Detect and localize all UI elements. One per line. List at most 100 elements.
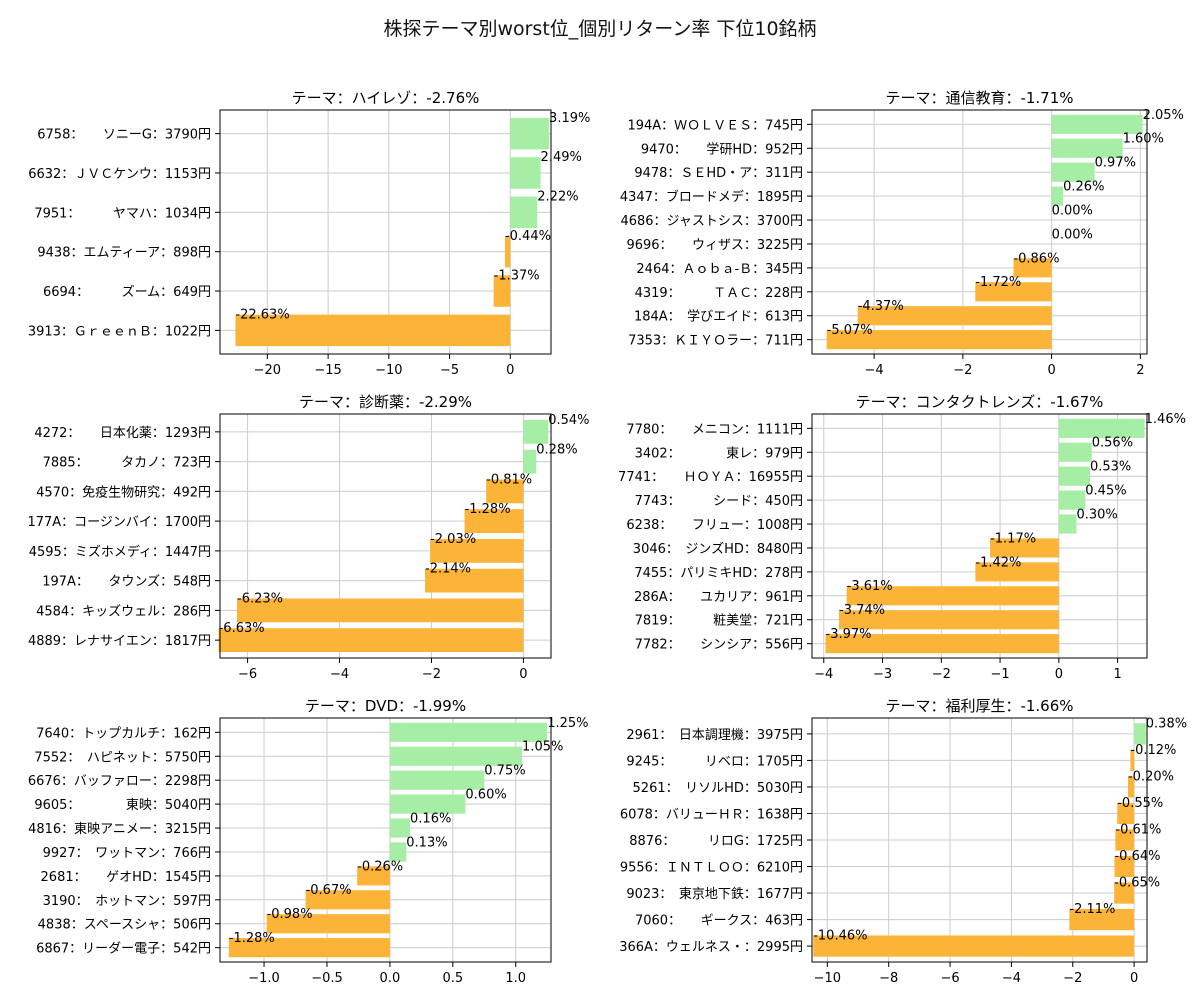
y-tick-label: 4347：ブロードメデ：1895円 bbox=[620, 189, 803, 205]
y-tick-label: 9023： 東京地下鉄：1677円 bbox=[626, 886, 803, 902]
x-tick-label: −6 bbox=[940, 971, 959, 986]
bar bbox=[389, 842, 407, 862]
data-label: 1.46% bbox=[1145, 412, 1186, 427]
data-label: -0.12% bbox=[1130, 743, 1176, 758]
data-label: 3.19% bbox=[549, 111, 590, 126]
y-tick-label: 9438：エムティーア：898円 bbox=[37, 246, 211, 261]
axes-frame bbox=[219, 413, 552, 659]
bar bbox=[389, 770, 485, 790]
bar bbox=[464, 509, 524, 534]
y-tick-label: 2961： 日本調理機：3975円 bbox=[626, 728, 803, 743]
bar bbox=[1058, 442, 1092, 462]
y-tick-label: 9556：ＩＮＴＬＯＯ：6210円 bbox=[620, 861, 803, 876]
bar bbox=[1117, 802, 1135, 825]
x-tick-label: −1.0 bbox=[248, 971, 280, 986]
bar bbox=[1051, 186, 1064, 206]
data-label: -0.65% bbox=[1114, 875, 1160, 890]
x-tick-label: 2 bbox=[1136, 363, 1144, 378]
data-label: -1.37% bbox=[494, 268, 540, 283]
data-label: -3.74% bbox=[839, 603, 885, 618]
x-tick-label: −2 bbox=[932, 667, 951, 682]
y-tick-label: 4319： ＴＡＣ：228円 bbox=[635, 286, 803, 301]
y-tick-label: 6694： ズーム：649円 bbox=[43, 284, 211, 300]
bar bbox=[1058, 490, 1086, 510]
bar bbox=[1069, 908, 1135, 931]
y-tick-label: 3402： 東レ：979円 bbox=[635, 445, 803, 461]
y-tick-label: 4272： 日本化薬：1293円 bbox=[34, 426, 211, 441]
bar bbox=[826, 330, 1052, 350]
bar bbox=[1130, 749, 1135, 772]
data-label: 0.60% bbox=[465, 788, 506, 803]
y-tick-label: 8876： リロG：1725円 bbox=[629, 834, 803, 849]
y-tick-label: 9927： ワットマン：766円 bbox=[43, 846, 211, 861]
bar bbox=[857, 306, 1052, 326]
x-tick-label: −2 bbox=[953, 363, 972, 378]
y-tick-label: 4838：スペースシャ：506円 bbox=[38, 918, 211, 933]
bar bbox=[389, 794, 466, 814]
data-label: -0.67% bbox=[306, 883, 352, 898]
bar bbox=[389, 722, 548, 742]
subplot-6: −10 −8 −6 −4 −2 0 0.38% -0.12% -0.20% -0.55% -0.61… bbox=[619, 697, 1187, 986]
subplot-1: −20 −15 −10 −5 0 3.19% 2.49% 2.22% -0.44% -1.37% -… bbox=[28, 89, 591, 378]
y-tick-label: 194A：ＷＯＬＶＥＳ：745円 bbox=[627, 118, 803, 133]
y-tick-label: 6078：バリューＨＲ：1638円 bbox=[620, 807, 803, 822]
figure-title: 株探テーマ別worst位_個別リターン率 下位10銘柄 bbox=[383, 18, 817, 40]
data-label: -0.86% bbox=[1013, 251, 1059, 266]
data-label: 0.54% bbox=[548, 413, 589, 428]
bar bbox=[825, 634, 1059, 654]
y-tick-label: 9245： リベロ：1705円 bbox=[626, 754, 803, 769]
data-label: 2.05% bbox=[1143, 108, 1184, 123]
subplot-title: テーマ：コンタクトレンズ：-1.67% bbox=[856, 393, 1104, 411]
x-tick-label: −0.5 bbox=[311, 971, 343, 986]
y-tick-label: 9478：ＳＥHD・ア：311円 bbox=[634, 166, 803, 181]
y-tick-label: 197A： タウンズ：548円 bbox=[42, 574, 211, 590]
bar bbox=[1051, 162, 1095, 182]
bar bbox=[975, 562, 1059, 582]
subplot-title: テーマ：通信教育：-1.71% bbox=[885, 89, 1073, 107]
data-label: -3.61% bbox=[847, 579, 893, 594]
data-label: 0.00% bbox=[1052, 203, 1093, 218]
data-label: -1.28% bbox=[465, 502, 511, 517]
bar bbox=[357, 866, 390, 886]
y-tick-label: 7353：ＫＩＹＯラー：711円 bbox=[628, 334, 803, 349]
y-tick-label: 3046： ジンズHD：8480円 bbox=[633, 541, 803, 557]
x-tick-label: −15 bbox=[314, 363, 341, 378]
bar bbox=[1058, 466, 1090, 486]
axes-frame bbox=[219, 109, 552, 355]
data-label: -2.11% bbox=[1069, 902, 1115, 917]
y-tick-label: 7780： メニコン：1111円 bbox=[626, 422, 803, 437]
x-tick-label: −3 bbox=[873, 667, 892, 682]
data-label: 0.56% bbox=[1092, 436, 1133, 451]
x-tick-label: −10 bbox=[814, 971, 841, 986]
data-label: 0.26% bbox=[1063, 180, 1104, 195]
data-label: -1.72% bbox=[975, 275, 1021, 290]
data-label: -0.81% bbox=[486, 472, 532, 487]
y-tick-label: 4595：ミズホメディ：1447円 bbox=[29, 544, 211, 560]
data-label: 0.30% bbox=[1076, 507, 1117, 522]
data-label: 1.60% bbox=[1123, 132, 1164, 147]
bar bbox=[1134, 723, 1146, 745]
y-tick-label: 4889：レナサイエン：1817円 bbox=[28, 634, 211, 649]
y-tick-label: 286A： ユカリア：961円 bbox=[634, 590, 803, 605]
data-label: -22.63% bbox=[235, 308, 289, 323]
y-tick-label: 3190： ホットマン：597円 bbox=[43, 894, 211, 909]
bar bbox=[228, 938, 390, 958]
bar bbox=[237, 598, 524, 623]
data-label: -0.61% bbox=[1115, 822, 1161, 837]
bar bbox=[975, 282, 1052, 302]
x-tick-label: −20 bbox=[254, 363, 281, 378]
y-tick-label: 9470： 学研HD：952円 bbox=[641, 141, 803, 157]
data-label: -2.03% bbox=[430, 532, 476, 547]
data-label: 0.97% bbox=[1095, 156, 1136, 171]
x-tick-label: 0.5 bbox=[442, 971, 463, 986]
y-tick-label: 9605： 東映：5040円 bbox=[34, 797, 211, 813]
data-label: -6.23% bbox=[237, 591, 283, 606]
axes-frame bbox=[811, 717, 1148, 963]
x-tick-label: −2 bbox=[422, 667, 441, 682]
bar bbox=[510, 157, 541, 189]
bar bbox=[486, 479, 524, 504]
subplot-title: テーマ：福利厚生：-1.66% bbox=[885, 697, 1073, 715]
bar bbox=[523, 449, 537, 474]
